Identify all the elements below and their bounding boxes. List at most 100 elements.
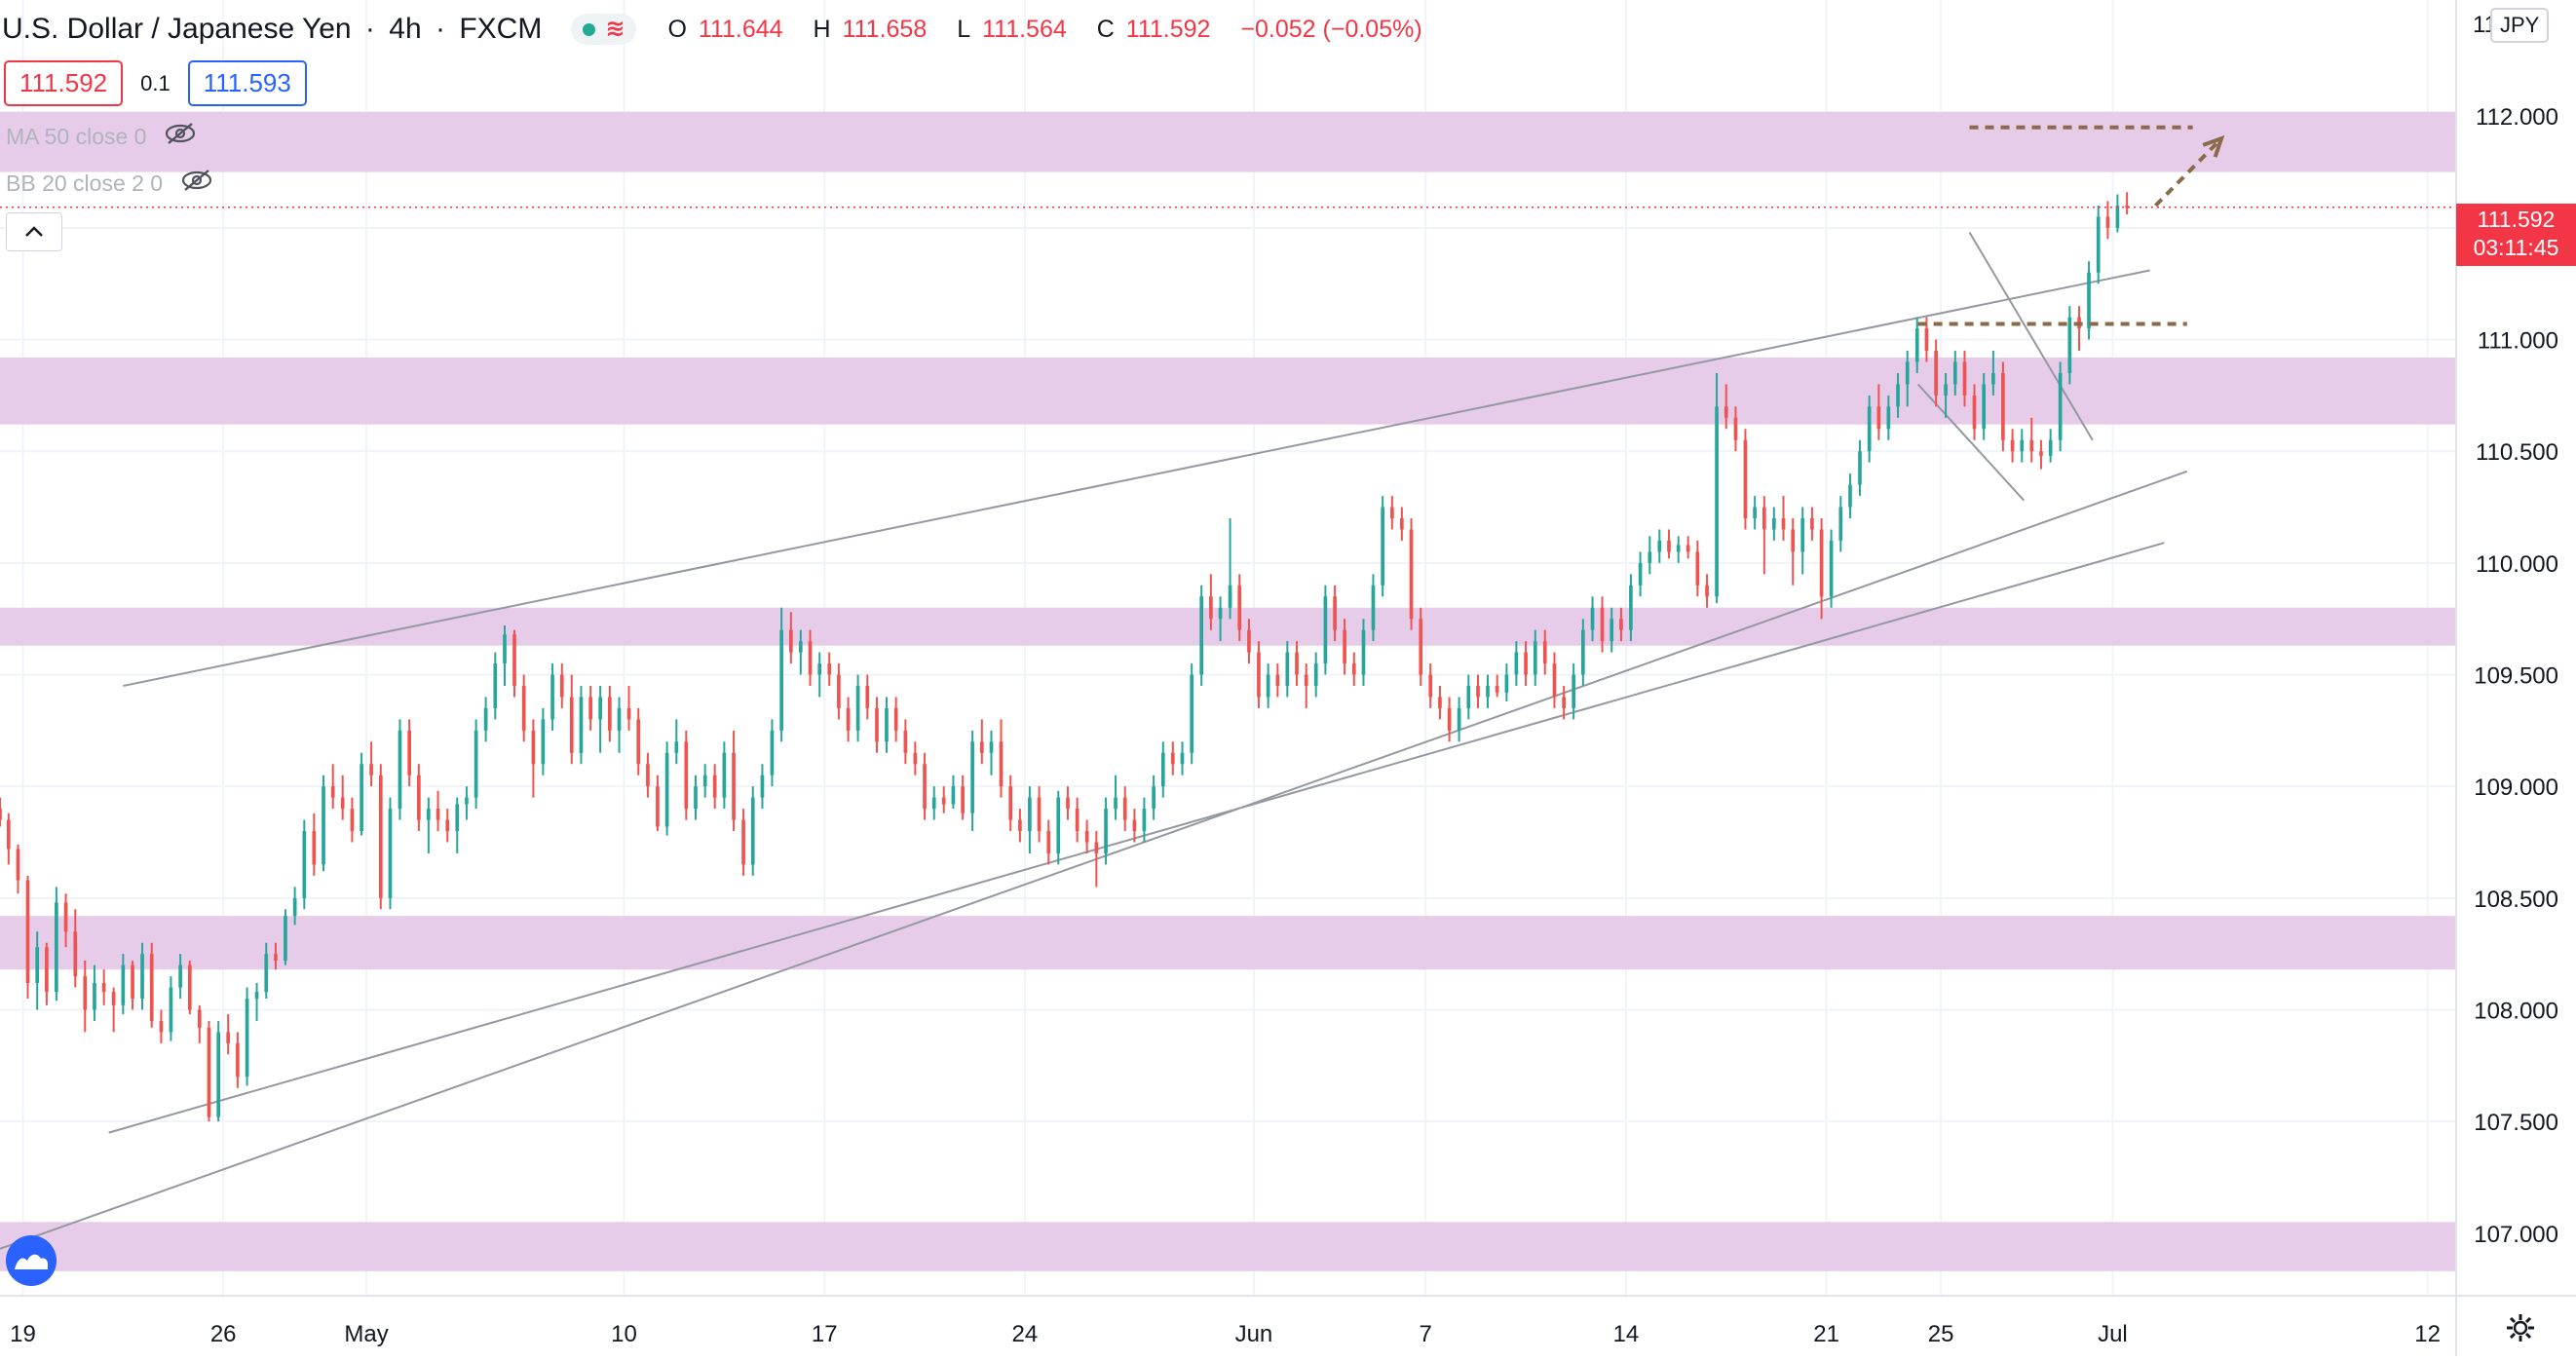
trendlines (0, 231, 2188, 1250)
candle-body (588, 697, 592, 720)
price-tick-label: 107.500 (2474, 1110, 2558, 1136)
candle-body (2029, 439, 2034, 452)
candle-body (1266, 674, 1270, 698)
candle-body (1944, 384, 1948, 396)
candle-body (131, 964, 134, 1000)
candle-body (1476, 685, 1480, 698)
candle-body (369, 764, 373, 775)
candle-body (101, 982, 106, 993)
candle-body (1066, 797, 1070, 810)
indicator-bb[interactable]: BB 20 close 2 0 (6, 168, 213, 199)
indicator-label: BB 20 close 2 0 (6, 170, 164, 196)
candle-body (1676, 545, 1681, 552)
candle-body (1486, 685, 1490, 698)
currency-badge[interactable]: JPY (2490, 8, 2550, 43)
indicator-label: MA 50 close 0 (6, 123, 147, 149)
indicator-ma[interactable]: MA 50 close 0 (6, 121, 197, 152)
candle-body (1257, 652, 1261, 698)
candle-body (207, 1027, 211, 1117)
candle-body (1762, 507, 1766, 530)
candle-body (550, 674, 554, 720)
candle-body (999, 741, 1004, 787)
open-value: 111.644 (698, 15, 783, 43)
candle-body (1457, 707, 1461, 731)
candle-body (817, 663, 822, 675)
candle-body (1104, 809, 1108, 853)
candle-body (846, 707, 851, 731)
candle-body (770, 730, 775, 775)
sell-button[interactable]: 111.592 (4, 60, 124, 106)
gear-icon[interactable] (2504, 1311, 2537, 1353)
candle-body (236, 1042, 240, 1077)
candle-body (1733, 417, 1738, 440)
candle-body (1753, 507, 1757, 518)
candle-body (1228, 585, 1232, 608)
candle-body (55, 902, 58, 993)
buy-button[interactable]: 111.593 (187, 60, 307, 106)
candle-body (1867, 406, 1872, 452)
candle-body (646, 764, 650, 787)
price-axis[interactable]: 107.000 107.500 108.000 108.500 109.000 109.5… (2455, 0, 2558, 1356)
time-tick-label: 25 (1928, 1321, 1954, 1347)
candle-body (111, 992, 116, 1005)
candle-body (483, 707, 488, 731)
candle-body (2067, 317, 2072, 373)
candle-body (1351, 663, 1356, 675)
eye-off-icon[interactable] (180, 168, 213, 199)
candle-body (1323, 596, 1328, 664)
candle-body (1972, 395, 1977, 430)
candle-body (245, 999, 249, 1077)
candles (0, 192, 2129, 1122)
candle-body (1084, 831, 1089, 843)
candle-body (254, 992, 259, 1000)
candle-body (1982, 384, 1987, 430)
candle-body (1237, 585, 1242, 630)
candle-body (1800, 518, 1805, 552)
candle-body (2010, 439, 2015, 452)
candle-body (875, 707, 879, 742)
candle-body (741, 819, 745, 865)
tradingview-logo-icon[interactable] (6, 1235, 57, 1286)
candle-body (1914, 328, 1919, 362)
market-open-dot (583, 22, 596, 36)
eye-off-icon[interactable] (164, 121, 197, 152)
market-status[interactable]: ≋ (571, 14, 637, 45)
candle-body (274, 954, 278, 962)
candle-body (1094, 842, 1099, 853)
source-label: FXCM (459, 13, 543, 45)
candle-body (2020, 439, 2025, 452)
candle-body (1695, 551, 1700, 586)
time-tick-label: 10 (611, 1321, 637, 1347)
candle-body (1600, 607, 1605, 642)
projection-arrow-line (2154, 136, 2223, 208)
time-axis[interactable]: 19 26 May 10 17 24 Jun 7 14 21 25 Jul 12 (0, 1295, 2576, 1347)
high-value: 111.658 (842, 15, 928, 43)
candle-body (885, 707, 889, 742)
candle-body (684, 741, 689, 810)
candle-body (1657, 540, 1662, 552)
candle-body (1876, 406, 1881, 430)
candle-body (1381, 507, 1385, 586)
candle-body (455, 804, 460, 832)
candle-body (531, 730, 536, 765)
candle-body (407, 730, 412, 775)
candle-body (702, 775, 707, 787)
candle-body (187, 964, 192, 1010)
candle-body (445, 819, 450, 832)
candle-body (159, 1020, 164, 1033)
candle-body (322, 786, 325, 865)
candle-body (1905, 361, 1910, 385)
candle-body (1190, 674, 1194, 753)
time-tick-label: 7 (1420, 1321, 1432, 1347)
candle-body (417, 775, 421, 820)
symbol-title[interactable]: U.S. Dollar / Japanese Yen · 4h · FXCM (2, 13, 542, 46)
time-tick-label: Jul (2098, 1321, 2128, 1347)
candle-body (722, 752, 727, 798)
candle-body (1343, 629, 1346, 664)
candle-body (2087, 272, 2091, 329)
collapse-legend-button[interactable] (6, 212, 62, 251)
candle-body (941, 797, 946, 805)
chevron-up-icon (23, 219, 45, 245)
